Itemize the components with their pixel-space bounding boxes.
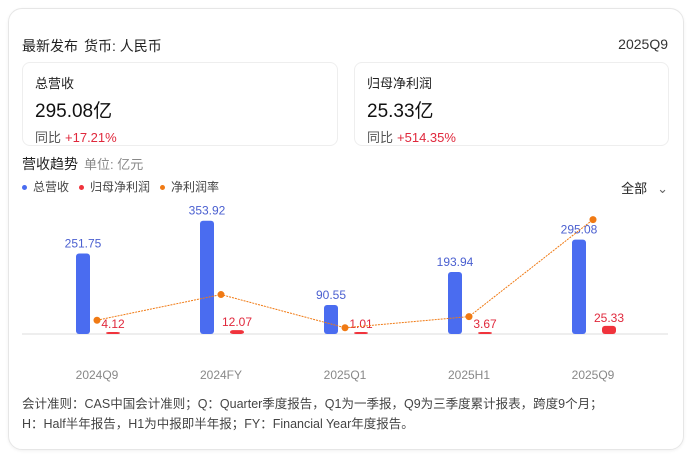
margin-point xyxy=(93,316,101,324)
revenue-data-label: 90.55 xyxy=(316,288,346,302)
margin-point xyxy=(217,291,225,299)
yoy-value: +17.21% xyxy=(65,130,117,145)
net-profit-data-label: 25.33 xyxy=(594,311,624,325)
footnote: 会计准则：CAS中国会计准则；Q：Quarter季度报告，Q1为一季报，Q9为三… xyxy=(22,394,672,434)
margin-line xyxy=(96,219,594,329)
currency-label: 货币: 人民币 xyxy=(84,38,162,54)
chevron-down-icon: ⌄ xyxy=(657,181,668,196)
margin-point xyxy=(589,216,597,224)
period-label: 2025Q9 xyxy=(618,36,668,52)
revenue-bar xyxy=(76,253,90,334)
header-title: 最新发布 xyxy=(22,38,78,54)
x-tick-label: 2024FY xyxy=(200,368,242,382)
margin-point xyxy=(465,313,473,321)
footnote-line: H：Half半年报告，H1为中报即半年报；FY：Financial Year年度… xyxy=(22,417,414,431)
net-profit-data-label: 1.01 xyxy=(349,317,373,331)
net-profit-bar xyxy=(354,332,368,334)
net-profit-data-label: 4.12 xyxy=(101,317,125,331)
revenue-data-label: 295.08 xyxy=(561,223,598,237)
legend-item-revenue[interactable]: 总营收 xyxy=(22,178,69,195)
revenue-bar xyxy=(324,305,338,334)
revenue-bar xyxy=(448,271,462,334)
net-profit-bar xyxy=(106,332,120,334)
legend: 总营收 归母净利润 净利润率 xyxy=(22,178,219,195)
trend-unit: 单位: 亿元 xyxy=(84,157,144,172)
trend-title: 营收趋势 xyxy=(22,156,78,172)
net-profit-bar xyxy=(602,325,616,334)
header: 最新发布 货币: 人民币 xyxy=(22,36,162,56)
revenue-bar xyxy=(200,220,214,334)
legend-item-net-profit[interactable]: 归母净利润 xyxy=(79,178,150,195)
margin-point xyxy=(341,324,349,332)
revenue-bar xyxy=(572,239,586,334)
net-profit-bar xyxy=(478,332,492,334)
legend-item-margin[interactable]: 净利润率 xyxy=(160,178,219,195)
x-tick-label: 2025H1 xyxy=(448,368,490,382)
net-profit-data-label: 12.07 xyxy=(222,315,252,329)
footnote-line: 会计准则：CAS中国会计准则；Q：Quarter季度报告，Q1为一季报，Q9为三… xyxy=(22,397,603,411)
x-tick-label: 2025Q9 xyxy=(572,368,615,382)
yoy-label: 同比 xyxy=(367,130,394,145)
financial-card xyxy=(8,8,684,450)
revenue-label: 总营收 xyxy=(35,76,75,91)
revenue-yoy: 同比 +17.21% xyxy=(35,127,325,146)
net-profit-card: 归母净利润 25.33亿 同比 +514.35% xyxy=(354,62,669,146)
period-filter-dropdown[interactable]: 全部 ⌄ xyxy=(621,178,668,197)
net-profit-yoy: 同比 +514.35% xyxy=(367,127,656,146)
x-tick-label: 2025Q1 xyxy=(324,368,367,382)
revenue-card: 总营收 295.08亿 同比 +17.21% xyxy=(22,62,338,146)
revenue-data-label: 353.92 xyxy=(189,204,226,218)
net-profit-bar xyxy=(230,330,244,334)
trend-header: 营收趋势 单位: 亿元 xyxy=(22,154,143,174)
yoy-label: 同比 xyxy=(35,130,62,145)
filter-label: 全部 xyxy=(621,181,648,196)
revenue-data-label: 251.75 xyxy=(65,236,102,250)
x-tick-label: 2024Q9 xyxy=(76,368,119,382)
revenue-data-label: 193.94 xyxy=(437,255,474,269)
net-profit-data-label: 3.67 xyxy=(473,317,497,331)
revenue-value: 295.08亿 xyxy=(35,101,113,122)
net-profit-label: 归母净利润 xyxy=(367,76,433,91)
net-profit-value: 25.33亿 xyxy=(367,101,434,122)
yoy-value: +514.35% xyxy=(397,130,456,145)
